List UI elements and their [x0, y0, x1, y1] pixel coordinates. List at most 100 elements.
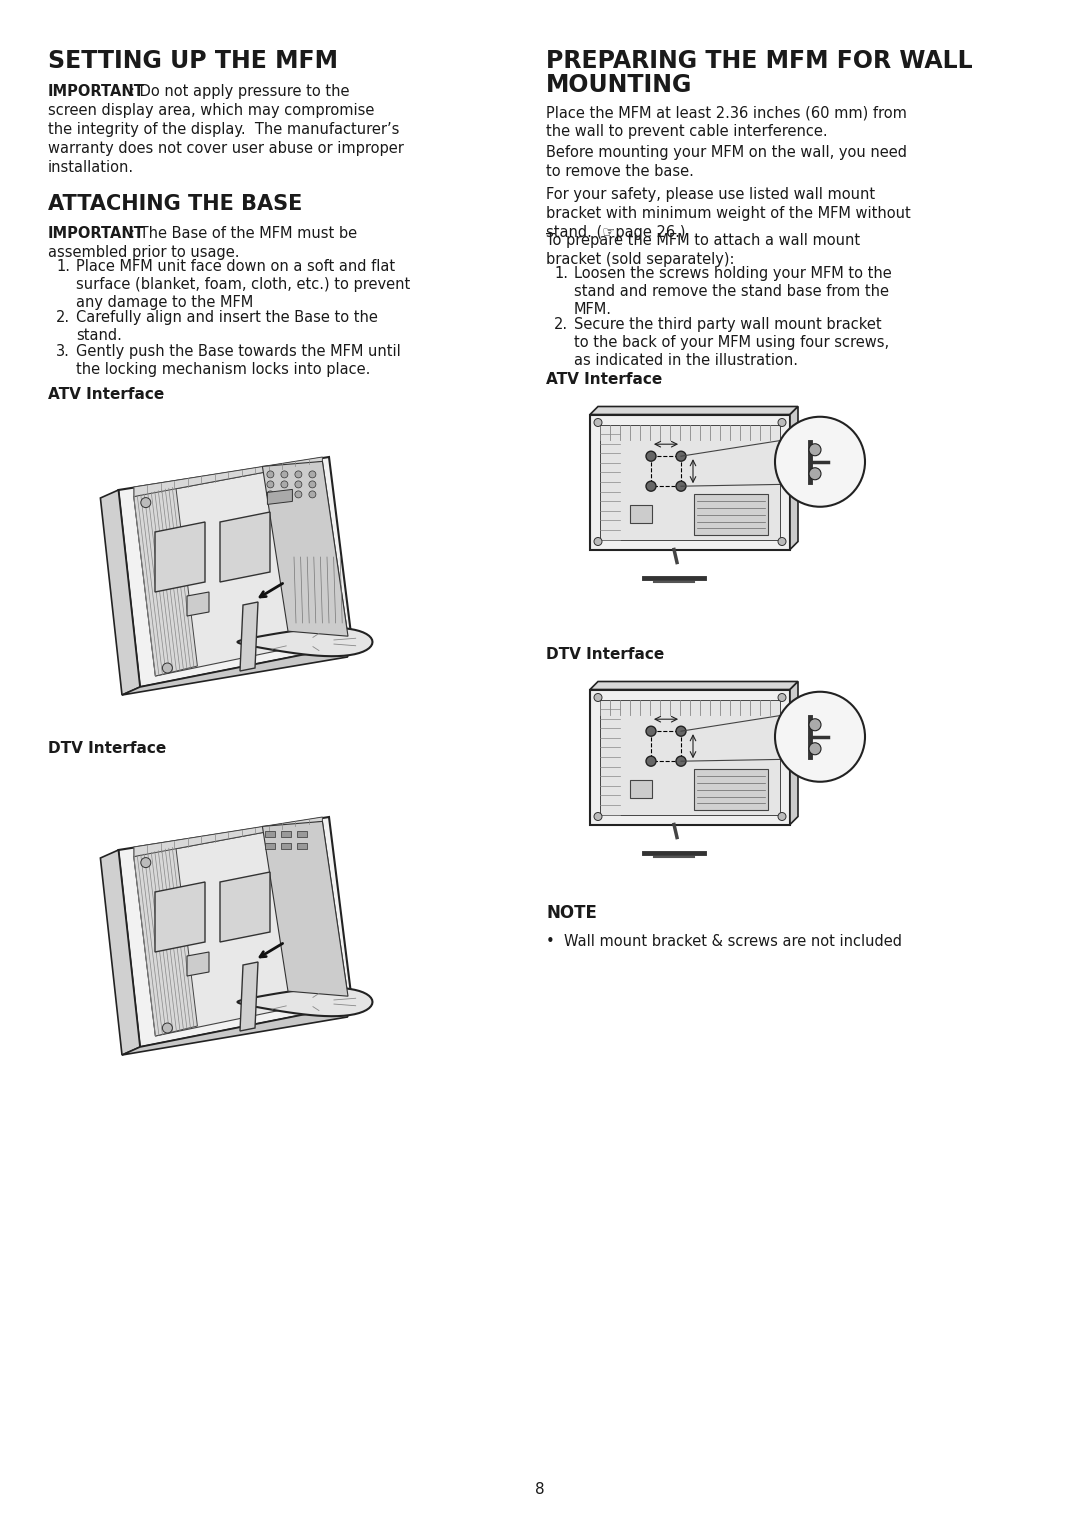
Polygon shape	[187, 951, 210, 976]
Circle shape	[676, 756, 686, 767]
Text: Secure the third party wall mount bracket: Secure the third party wall mount bracke…	[573, 318, 881, 331]
Circle shape	[162, 663, 173, 673]
Circle shape	[809, 444, 821, 455]
Text: PREPARING THE MFM FOR WALL: PREPARING THE MFM FOR WALL	[546, 49, 973, 73]
Polygon shape	[122, 1005, 352, 1055]
Polygon shape	[119, 817, 352, 1048]
FancyBboxPatch shape	[282, 843, 292, 849]
Circle shape	[309, 470, 315, 478]
Text: the locking mechanism locks into place.: the locking mechanism locks into place.	[76, 362, 370, 377]
Text: Place the MFM at least 2.36 inches (60 mm) from: Place the MFM at least 2.36 inches (60 m…	[546, 105, 907, 121]
Circle shape	[646, 481, 656, 492]
Circle shape	[295, 490, 302, 498]
Circle shape	[140, 498, 151, 507]
Text: SETTING UP THE MFM: SETTING UP THE MFM	[48, 49, 338, 73]
Text: to remove the base.: to remove the base.	[546, 163, 693, 179]
Text: : The Base of the MFM must be: : The Base of the MFM must be	[130, 226, 357, 241]
Text: 100 mm: 100 mm	[646, 707, 686, 718]
Polygon shape	[134, 487, 198, 676]
Text: Carefully align and insert the Base to the: Carefully align and insert the Base to t…	[76, 310, 378, 325]
FancyBboxPatch shape	[694, 770, 768, 809]
Text: 8: 8	[536, 1483, 544, 1496]
Polygon shape	[134, 461, 348, 676]
Circle shape	[162, 1023, 173, 1032]
Text: bracket with minimum weight of the MFM without: bracket with minimum weight of the MFM w…	[546, 206, 910, 221]
Circle shape	[809, 719, 821, 731]
Circle shape	[295, 470, 302, 478]
Text: as indicated in the illustration.: as indicated in the illustration.	[573, 353, 798, 368]
Text: bracket (sold separately):: bracket (sold separately):	[546, 252, 734, 267]
Circle shape	[309, 481, 315, 489]
Circle shape	[809, 742, 821, 754]
Circle shape	[778, 693, 786, 701]
Circle shape	[775, 692, 865, 782]
Circle shape	[140, 858, 151, 867]
Text: 2.: 2.	[554, 318, 568, 331]
Polygon shape	[187, 592, 210, 615]
Polygon shape	[590, 406, 798, 414]
FancyBboxPatch shape	[600, 425, 780, 539]
Text: MOUNTING: MOUNTING	[546, 73, 692, 98]
Text: ATV Interface: ATV Interface	[546, 373, 662, 386]
Polygon shape	[134, 846, 198, 1035]
Text: Before mounting your MFM on the wall, you need: Before mounting your MFM on the wall, yo…	[546, 145, 907, 160]
Polygon shape	[789, 681, 798, 825]
Text: ATTACHING THE BASE: ATTACHING THE BASE	[48, 194, 302, 214]
FancyBboxPatch shape	[600, 699, 780, 814]
Text: IMPORTANT: IMPORTANT	[48, 226, 145, 241]
Text: Gently push the Base towards the MFM until: Gently push the Base towards the MFM unt…	[76, 344, 401, 359]
Polygon shape	[590, 690, 789, 825]
Circle shape	[281, 481, 288, 489]
Circle shape	[594, 418, 602, 426]
Text: stand and remove the stand base from the: stand and remove the stand base from the	[573, 284, 889, 299]
Text: MFM.: MFM.	[573, 302, 612, 318]
Circle shape	[646, 756, 656, 767]
Text: 100 mm: 100 mm	[696, 741, 735, 751]
Polygon shape	[240, 602, 258, 670]
Polygon shape	[268, 489, 293, 504]
Text: : Do not apply pressure to the: : Do not apply pressure to the	[130, 84, 350, 99]
Circle shape	[281, 490, 288, 498]
Circle shape	[646, 727, 656, 736]
Text: assembled prior to usage.: assembled prior to usage.	[48, 244, 240, 260]
Circle shape	[676, 450, 686, 461]
Text: stand.: stand.	[76, 328, 122, 344]
FancyBboxPatch shape	[630, 779, 652, 797]
Polygon shape	[100, 851, 140, 1055]
Circle shape	[778, 538, 786, 545]
Polygon shape	[590, 414, 789, 550]
Polygon shape	[119, 457, 352, 687]
Polygon shape	[238, 988, 373, 1015]
Polygon shape	[220, 512, 270, 582]
Polygon shape	[262, 822, 348, 996]
Polygon shape	[789, 406, 798, 550]
FancyBboxPatch shape	[630, 504, 652, 522]
FancyBboxPatch shape	[282, 831, 292, 837]
Circle shape	[809, 467, 821, 479]
Text: For your safety, please use listed wall mount: For your safety, please use listed wall …	[546, 186, 875, 202]
Polygon shape	[134, 817, 323, 857]
Circle shape	[267, 470, 274, 478]
Circle shape	[594, 693, 602, 701]
Text: any damage to the MFM: any damage to the MFM	[76, 295, 253, 310]
Circle shape	[267, 490, 274, 498]
Text: Place MFM unit face down on a soft and flat: Place MFM unit face down on a soft and f…	[76, 260, 395, 273]
Text: surface (blanket, foam, cloth, etc.) to prevent: surface (blanket, foam, cloth, etc.) to …	[76, 276, 410, 292]
Text: IMPORTANT: IMPORTANT	[48, 84, 145, 99]
Text: ATV Interface: ATV Interface	[48, 386, 164, 402]
Polygon shape	[238, 628, 373, 657]
Text: To prepare the MFM to attach a wall mount: To prepare the MFM to attach a wall moun…	[546, 234, 860, 247]
Polygon shape	[122, 644, 352, 695]
Polygon shape	[156, 883, 205, 951]
Circle shape	[594, 812, 602, 820]
Text: the wall to prevent cable interference.: the wall to prevent cable interference.	[546, 124, 827, 139]
FancyBboxPatch shape	[297, 843, 308, 849]
Circle shape	[594, 538, 602, 545]
Text: DTV Interface: DTV Interface	[546, 647, 664, 663]
Circle shape	[295, 481, 302, 489]
Text: M4 screws: M4 screws	[686, 432, 738, 443]
Text: the integrity of the display.  The manufacturer’s: the integrity of the display. The manufa…	[48, 122, 400, 137]
Circle shape	[676, 727, 686, 736]
Text: 2.: 2.	[56, 310, 70, 325]
Circle shape	[267, 481, 274, 489]
